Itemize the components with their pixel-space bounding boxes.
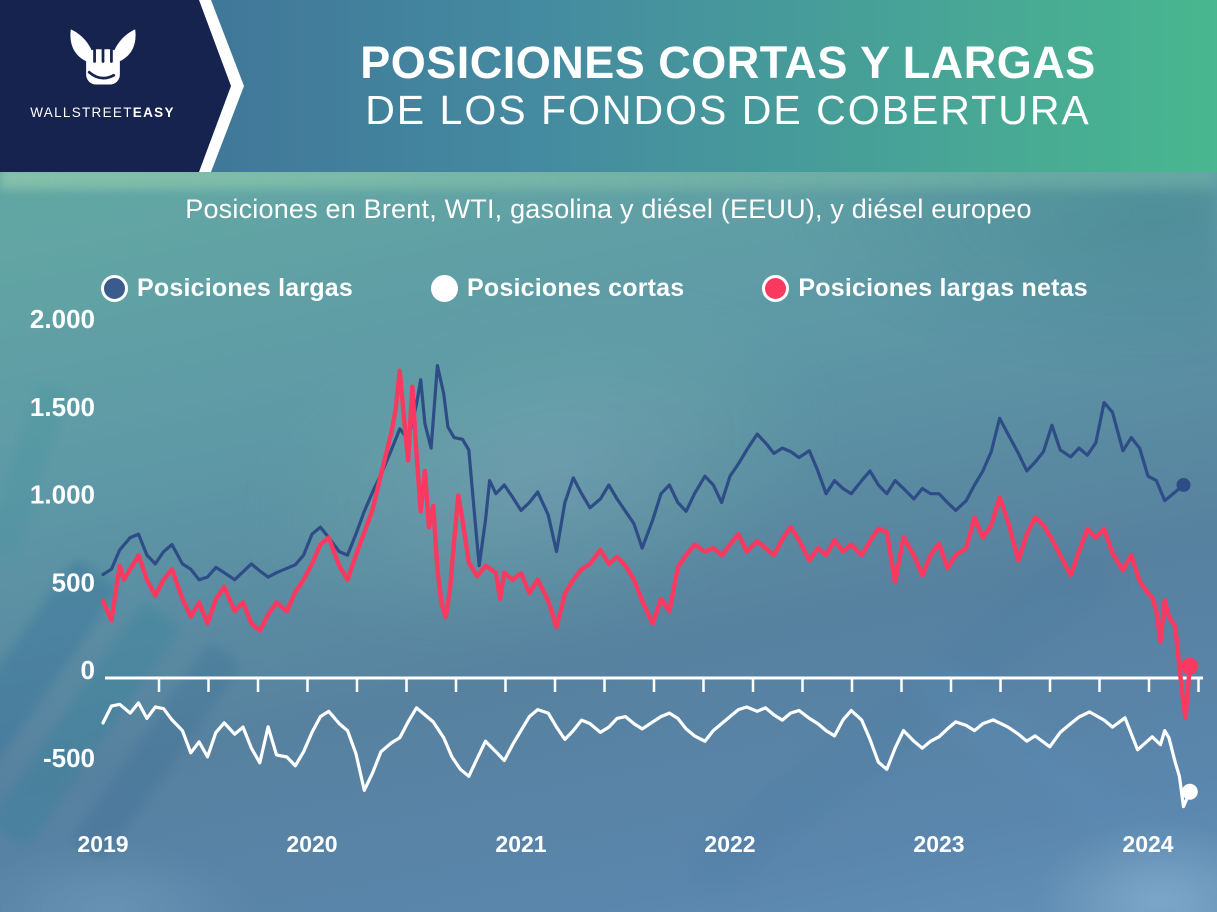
legend-label-cortas: Posiciones cortas: [467, 274, 685, 302]
series-end-dot-netas: [1181, 657, 1199, 675]
chart-subtitle: Posiciones en Brent, WTI, gasolina y dié…: [185, 194, 1032, 224]
y-axis-label: 2.000: [30, 304, 95, 334]
y-axis-label: 1.500: [30, 392, 95, 422]
legend-dot-cortas-icon: [431, 275, 458, 302]
series-line-cortas: [101, 701, 1192, 809]
header-banner: WALLSTREETEASY POSICIONES CORTAS Y LARGA…: [0, 0, 1217, 172]
bull-fist-icon: [69, 29, 136, 85]
x-axis-label: 2020: [286, 831, 337, 857]
series-end-dot-largas: [1176, 477, 1191, 492]
y-axis-label: 1.000: [30, 480, 95, 510]
series-end-dot-cortas: [1181, 783, 1198, 800]
brand-name: WALLSTREETEASY: [0, 105, 205, 120]
series-line-netas: [100, 368, 1193, 720]
legend-label-largas: Posiciones largas: [137, 274, 353, 302]
x-axis-label: 2022: [704, 831, 755, 857]
x-axis-label: 2024: [1122, 831, 1173, 857]
legend-item-largas: Posiciones largas: [101, 274, 353, 303]
legend-dot-largas-icon: [101, 275, 128, 302]
y-axis-label: 500: [52, 567, 95, 597]
poster-title-line1: POSICIONES CORTAS Y LARGAS: [360, 36, 1096, 88]
y-axis-label: 0: [81, 655, 95, 685]
brand-name-regular: WALLSTREET: [30, 105, 133, 120]
x-axis-label: 2019: [77, 831, 128, 857]
legend-item-cortas: Posiciones cortas: [431, 274, 684, 303]
brand-name-bold: EASY: [132, 105, 175, 120]
legend-item-netas: Posiciones largas netas: [762, 274, 1088, 303]
brand-logo: WALLSTREETEASY: [0, 0, 205, 172]
chart-legend: Posiciones largas Posiciones cortas Posi…: [101, 274, 1088, 303]
x-axis-label: 2021: [495, 831, 546, 857]
poster-title-line2: DE LOS FONDOS DE COBERTURA: [365, 87, 1091, 134]
brand-chevron: [0, 0, 231, 172]
legend-dot-netas-icon: [762, 275, 790, 302]
x-axis-label: 2023: [913, 831, 964, 857]
series-line-largas: [101, 364, 1186, 582]
y-axis-label: -500: [43, 743, 95, 773]
poster-title: POSICIONES CORTAS Y LARGAS DE LOS FONDOS…: [245, 0, 1211, 172]
legend-label-netas: Posiciones largas netas: [798, 274, 1088, 302]
